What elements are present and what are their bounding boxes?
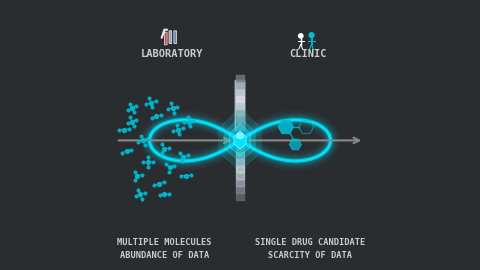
- Text: LABORATORY: LABORATORY: [141, 49, 204, 59]
- Circle shape: [299, 34, 303, 38]
- Polygon shape: [289, 139, 301, 150]
- Text: SINGLE DRUG CANDIDATE
SCARCITY OF DATA: SINGLE DRUG CANDIDATE SCARCITY OF DATA: [255, 238, 365, 260]
- FancyBboxPatch shape: [169, 31, 172, 43]
- Polygon shape: [278, 120, 293, 133]
- Polygon shape: [236, 133, 244, 140]
- Polygon shape: [219, 107, 261, 171]
- Circle shape: [309, 33, 314, 38]
- FancyBboxPatch shape: [174, 31, 177, 43]
- Polygon shape: [229, 123, 251, 156]
- FancyBboxPatch shape: [235, 80, 245, 131]
- Text: CLINIC: CLINIC: [289, 49, 326, 59]
- Polygon shape: [234, 131, 246, 149]
- Text: MULTIPLE MOLECULES
ABUNDANCE OF DATA: MULTIPLE MOLECULES ABUNDANCE OF DATA: [117, 238, 212, 260]
- FancyBboxPatch shape: [164, 32, 167, 45]
- Polygon shape: [225, 117, 255, 162]
